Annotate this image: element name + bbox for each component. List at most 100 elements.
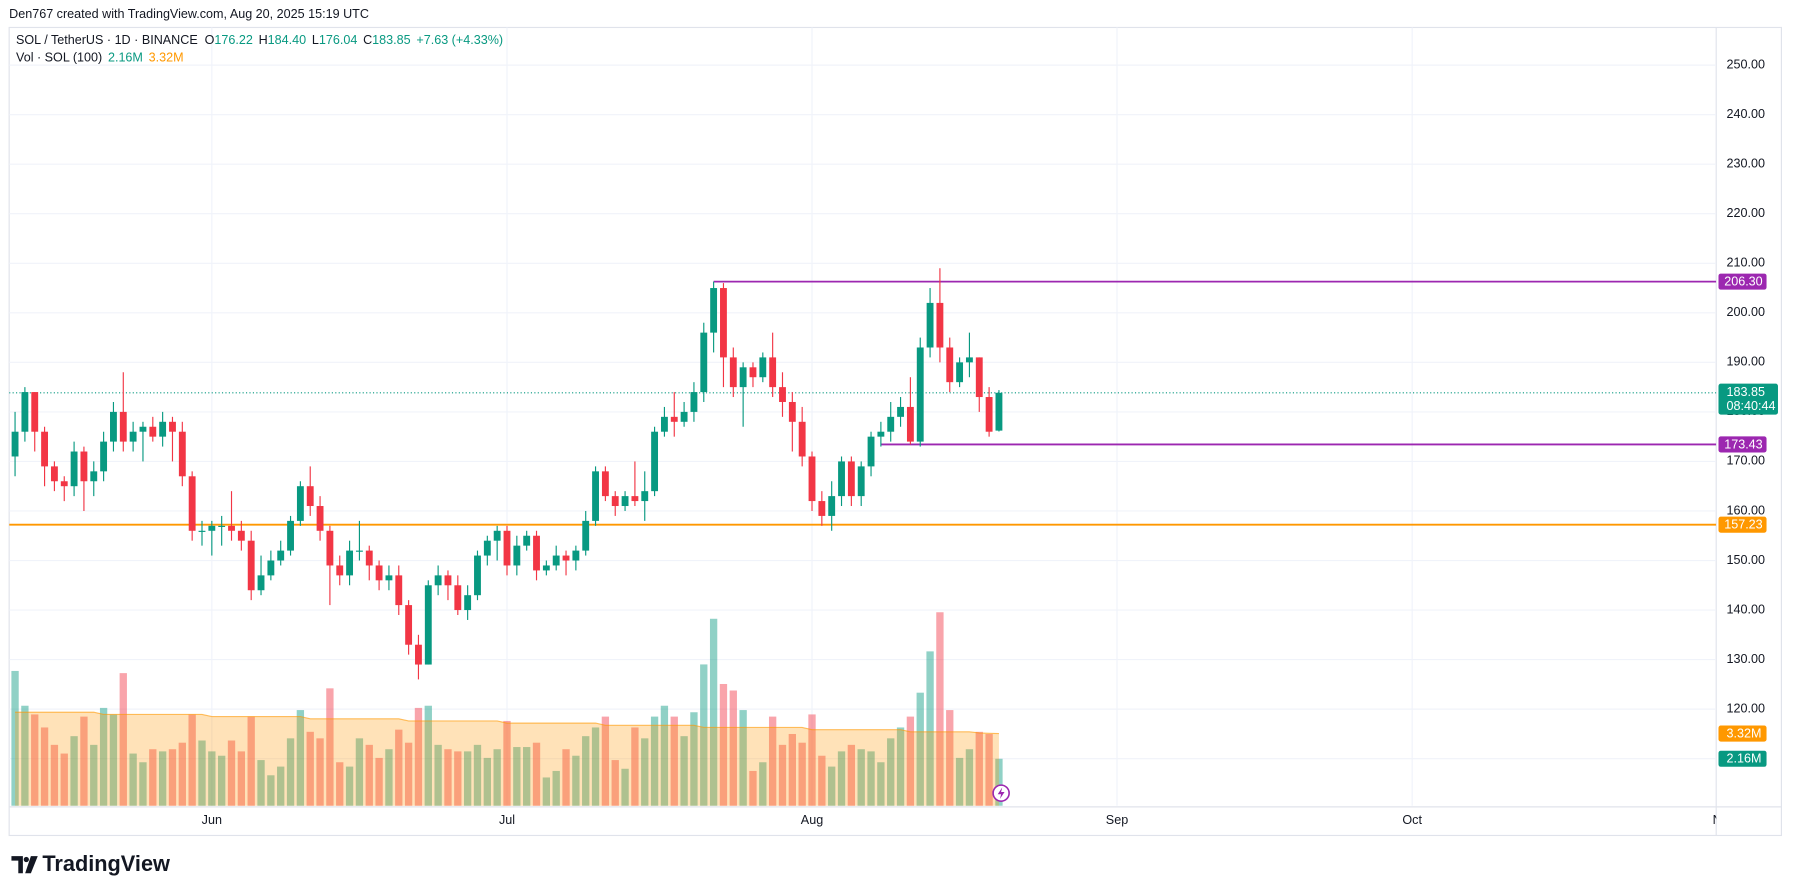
candle-body: [139, 426, 147, 432]
volume-bar: [237, 751, 246, 806]
candle-body: [247, 540, 255, 591]
volume-bar: [985, 733, 993, 806]
x-tick-label: Jul: [499, 813, 515, 827]
volume-bar: [149, 749, 157, 806]
volume-bar: [523, 747, 531, 806]
volume-bar: [601, 716, 610, 806]
volume-bar: [562, 749, 570, 806]
candle-body: [326, 530, 334, 566]
volume-bar: [11, 670, 19, 806]
candle-body: [385, 575, 393, 581]
volume-bar: [355, 738, 364, 806]
volume-bar: [345, 766, 354, 806]
logo: TradingView: [11, 851, 170, 876]
last-price-label: 183.85: [1726, 385, 1764, 399]
candle-body: [680, 411, 688, 422]
candle-body: [198, 530, 206, 532]
candle-body: [926, 302, 934, 348]
volume-bar: [40, 727, 49, 806]
volume-bar: [818, 755, 826, 806]
candle-body: [690, 392, 698, 412]
volume-bar: [788, 733, 796, 806]
change: +7.63 (+4.33%): [416, 34, 503, 48]
countdown-label: 08:40:44: [1726, 399, 1775, 413]
candle-body: [847, 461, 855, 497]
volume-bar: [60, 753, 68, 806]
volume-bar: [385, 749, 393, 806]
y-tick-label: 170.00: [1726, 454, 1764, 468]
volume-bar: [768, 716, 777, 806]
volume-bar: [582, 736, 590, 806]
volume-bar: [631, 727, 639, 806]
candle-body: [995, 392, 1003, 431]
candle-body: [897, 406, 904, 417]
candle-body: [90, 471, 98, 482]
candle-body: [867, 436, 875, 467]
candle-body: [592, 471, 599, 521]
volume-bar: [808, 714, 816, 806]
candle-body: [572, 550, 580, 561]
volume-bar: [828, 766, 836, 806]
volume-bar: [247, 716, 255, 806]
candle-body: [582, 520, 590, 551]
candle-body: [159, 421, 167, 437]
volume-bar: [227, 740, 236, 806]
candle-body: [651, 431, 659, 492]
volume-bar: [444, 749, 452, 806]
candle-body: [601, 471, 609, 497]
candle-body: [474, 555, 481, 596]
candle-body: [395, 575, 403, 606]
volume-bar: [31, 714, 39, 806]
volume-bar: [916, 692, 924, 806]
candle-body: [936, 302, 944, 348]
volume-bar: [493, 749, 501, 806]
volume-bar: [837, 751, 846, 806]
volume-legend: Vol · SOL (100) 2.16M 3.32M: [16, 51, 184, 65]
candle-body: [208, 525, 216, 531]
volume-bar: [178, 742, 186, 806]
volume-bar: [483, 757, 491, 806]
y-tick-label: 160.00: [1726, 503, 1764, 517]
volume-bar: [296, 710, 305, 806]
ohlc: O176.22 H184.40 L176.04 C183.85: [205, 34, 411, 48]
volume-bar: [906, 716, 915, 806]
candle-body: [454, 585, 462, 611]
candle-body: [306, 486, 314, 507]
volume-bar: [936, 612, 944, 806]
volume-bar: [946, 710, 954, 806]
candle-body: [749, 367, 757, 378]
level-badge: [1718, 273, 1767, 290]
volume-ma-area: [15, 712, 999, 806]
volume-last: 2.16M: [108, 51, 143, 65]
volume-bar: [218, 755, 226, 806]
volume-bar: [109, 714, 118, 806]
volume-badge: [1718, 750, 1767, 767]
candle-body: [218, 525, 226, 527]
candle-body: [405, 605, 413, 645]
volume-bar: [454, 751, 462, 806]
volume-bar: [463, 751, 472, 806]
volume-bar: [926, 651, 934, 806]
volume-bar: [955, 757, 964, 806]
candle-body: [985, 397, 993, 432]
volume-bar: [965, 749, 974, 806]
ohlc-value: 176.04: [319, 34, 357, 48]
volume-bar: [503, 720, 511, 806]
volume-bar: [857, 749, 865, 806]
candle-body: [857, 466, 865, 497]
volume-bar: [129, 753, 137, 806]
ohlc-label: C: [363, 34, 372, 48]
candle-body: [257, 575, 265, 591]
volume-bar: [424, 705, 432, 806]
volume-bar: [404, 742, 413, 806]
volume-bar: [729, 690, 737, 806]
volume-bar: [680, 736, 688, 806]
candle-body: [41, 431, 49, 467]
candle-body: [129, 431, 137, 442]
volume-bar: [660, 705, 669, 806]
volume-bar: [316, 738, 324, 806]
candle-body: [552, 555, 560, 566]
candle-body: [798, 421, 806, 457]
candle-body: [287, 520, 294, 551]
